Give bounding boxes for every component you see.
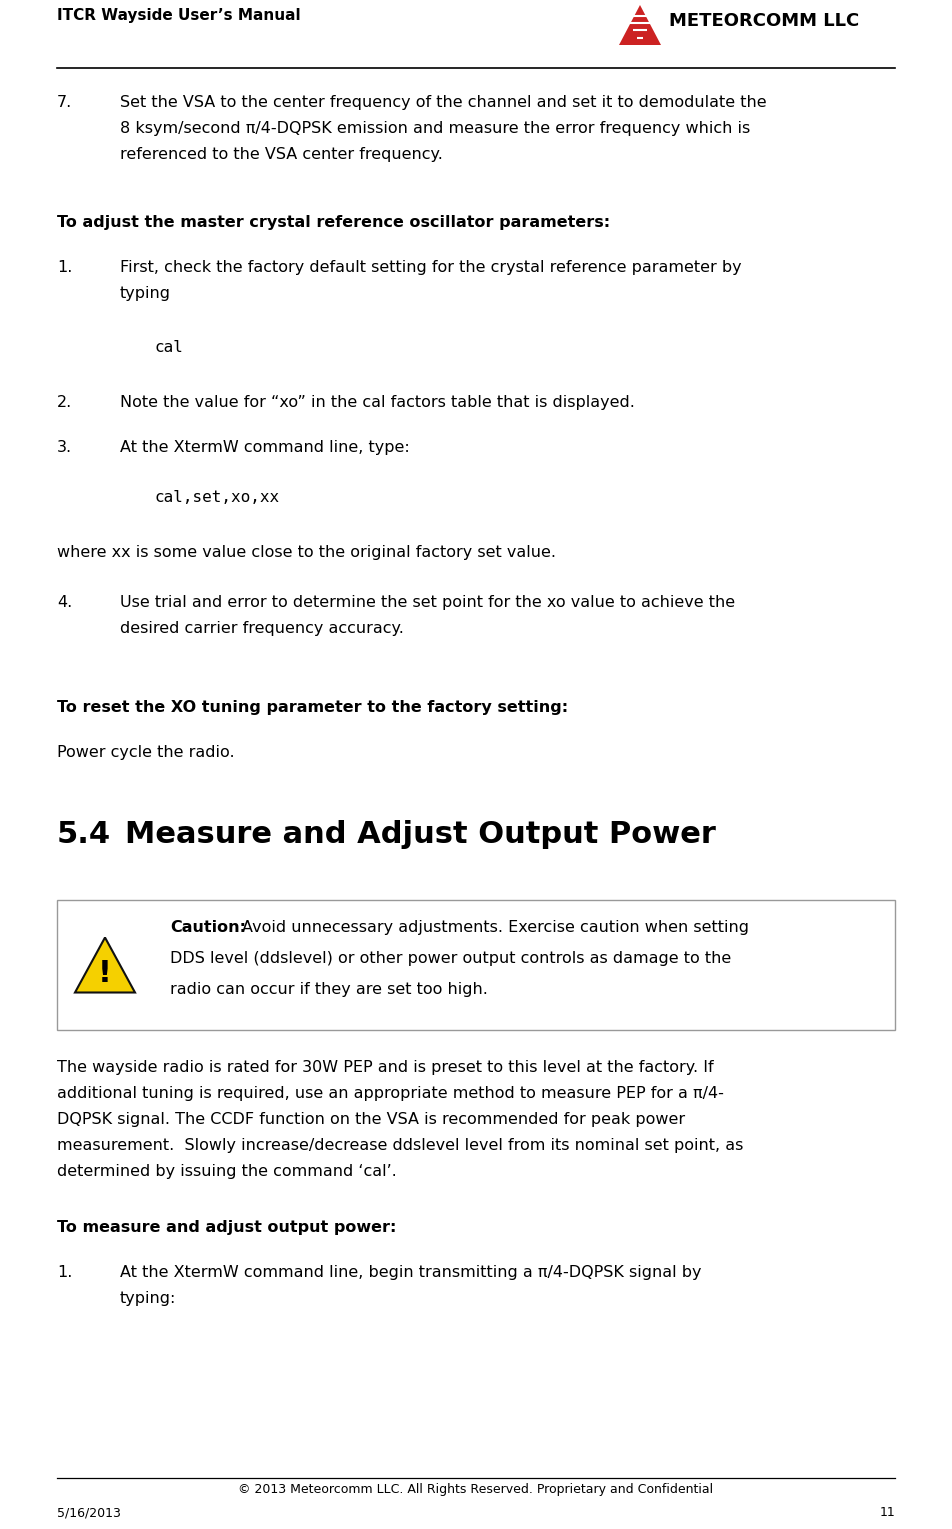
Text: Power cycle the radio.: Power cycle the radio. (57, 745, 234, 760)
Text: 11: 11 (880, 1506, 895, 1518)
Text: 3.: 3. (57, 440, 72, 456)
Text: DQPSK signal. The CCDF function on the VSA is recommended for peak power: DQPSK signal. The CCDF function on the V… (57, 1112, 685, 1127)
Text: radio can occur if they are set too high.: radio can occur if they are set too high… (170, 982, 487, 997)
Text: At the XtermW command line, begin transmitting a π/4-DQPSK signal by: At the XtermW command line, begin transm… (120, 1264, 702, 1280)
Text: where xx is some value close to the original factory set value.: where xx is some value close to the orig… (57, 544, 556, 560)
Text: To reset the XO tuning parameter to the factory setting:: To reset the XO tuning parameter to the … (57, 700, 568, 716)
Text: typing:: typing: (120, 1290, 176, 1306)
Text: Note the value for “xo” in the cal factors table that is displayed.: Note the value for “xo” in the cal facto… (120, 394, 635, 410)
Text: !: ! (98, 959, 112, 988)
Text: METEORCOMM LLC: METEORCOMM LLC (669, 12, 860, 31)
Text: desired carrier frequency accuracy.: desired carrier frequency accuracy. (120, 621, 404, 636)
Text: 4.: 4. (57, 595, 72, 610)
Text: 1.: 1. (57, 1264, 72, 1280)
Text: To measure and adjust output power:: To measure and adjust output power: (57, 1220, 396, 1235)
Text: additional tuning is required, use an appropriate method to measure PEP for a π/: additional tuning is required, use an ap… (57, 1086, 724, 1101)
Text: 8 ksym/second π/4-DQPSK emission and measure the error frequency which is: 8 ksym/second π/4-DQPSK emission and mea… (120, 121, 750, 136)
Text: 7.: 7. (57, 95, 72, 110)
Text: Caution:: Caution: (170, 920, 246, 936)
Text: measurement.  Slowly increase/decrease ddslevel level from its nominal set point: measurement. Slowly increase/decrease dd… (57, 1138, 744, 1153)
Text: determined by issuing the command ‘cal’.: determined by issuing the command ‘cal’. (57, 1164, 397, 1179)
Text: Measure and Adjust Output Power: Measure and Adjust Output Power (125, 820, 716, 849)
Text: referenced to the VSA center frequency.: referenced to the VSA center frequency. (120, 147, 443, 162)
Text: typing: typing (120, 286, 171, 301)
Text: Avoid unnecessary adjustments. Exercise caution when setting: Avoid unnecessary adjustments. Exercise … (242, 920, 749, 936)
Text: cal: cal (155, 339, 184, 355)
Text: 2.: 2. (57, 394, 72, 410)
FancyBboxPatch shape (57, 901, 895, 1031)
Text: 1.: 1. (57, 260, 72, 275)
Polygon shape (75, 937, 135, 992)
Text: First, check the factory default setting for the crystal reference parameter by: First, check the factory default setting… (120, 260, 742, 275)
Text: Set the VSA to the center frequency of the channel and set it to demodulate the: Set the VSA to the center frequency of t… (120, 95, 766, 110)
Text: At the XtermW command line, type:: At the XtermW command line, type: (120, 440, 409, 456)
Text: 5.4: 5.4 (57, 820, 111, 849)
Text: The wayside radio is rated for 30W PEP and is preset to this level at the factor: The wayside radio is rated for 30W PEP a… (57, 1060, 714, 1075)
Text: © 2013 Meteorcomm LLC. All Rights Reserved. Proprietary and Confidential: © 2013 Meteorcomm LLC. All Rights Reserv… (238, 1483, 714, 1495)
Text: 5/16/2013: 5/16/2013 (57, 1506, 121, 1518)
Text: Use trial and error to determine the set point for the xo value to achieve the: Use trial and error to determine the set… (120, 595, 735, 610)
Polygon shape (619, 5, 661, 44)
Text: cal,set,xo,xx: cal,set,xo,xx (155, 489, 280, 505)
Text: DDS level (ddslevel) or other power output controls as damage to the: DDS level (ddslevel) or other power outp… (170, 951, 731, 966)
Text: ITCR Wayside User’s Manual: ITCR Wayside User’s Manual (57, 8, 301, 23)
Text: To adjust the master crystal reference oscillator parameters:: To adjust the master crystal reference o… (57, 216, 610, 229)
